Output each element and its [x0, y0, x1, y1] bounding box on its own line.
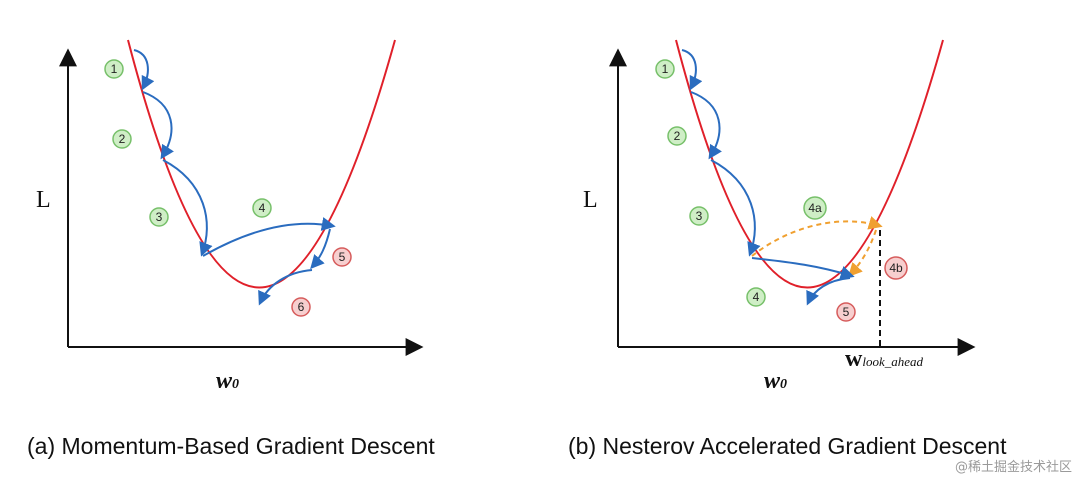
left-step-badge-3: 3 — [149, 207, 169, 227]
left-step-arrow-4 — [202, 217, 336, 257]
right-step-badge-4a: 4a — [803, 196, 827, 220]
left-step-badge-6: 6 — [291, 297, 311, 317]
svg-text:5: 5 — [843, 305, 850, 319]
right-step-arrow-5 — [806, 277, 851, 306]
right-lookahead-arrow-4b — [848, 229, 877, 278]
right-step-badge-4: 4 — [746, 287, 766, 307]
right-step-badge-5: 5 — [836, 302, 856, 322]
left-y-axis-label: L — [36, 187, 51, 213]
right-lookahead-arrow-4a — [751, 216, 883, 257]
svg-text:2: 2 — [674, 129, 681, 143]
left-step-arrow-2 — [142, 91, 174, 160]
svg-text:6: 6 — [298, 300, 305, 314]
right-step-arrow-3 — [710, 159, 761, 257]
svg-text:1: 1 — [662, 62, 669, 76]
svg-text:3: 3 — [156, 210, 163, 224]
svg-text:5: 5 — [339, 250, 346, 264]
left-step-badge-1: 1 — [104, 59, 124, 79]
svg-text:2: 2 — [119, 132, 126, 146]
right-step-arrow-1 — [681, 49, 703, 91]
svg-text:1: 1 — [111, 62, 118, 76]
right-y-axis-label: L — [583, 187, 598, 213]
left-step-arrow-5 — [310, 228, 331, 270]
left-step-arrow-1 — [133, 49, 155, 91]
right-step-badge-2: 2 — [667, 126, 687, 146]
left-step-badge-4: 4 — [252, 198, 272, 218]
left-caption: (a) Momentum-Based Gradient Descent — [27, 433, 435, 459]
left-step-badge-2: 2 — [112, 129, 132, 149]
left-panel: L w0 1 2 3 4 5 — [27, 39, 435, 459]
right-step-badge-4b: 4b — [884, 256, 908, 280]
right-x-axis-label: w0 — [764, 368, 787, 394]
svg-text:4: 4 — [753, 290, 760, 304]
left-step-badge-5: 5 — [332, 247, 352, 267]
right-step-badge-3: 3 — [689, 206, 709, 226]
right-step-arrow-4 — [751, 257, 855, 280]
right-panel: L w0 wlook_ahead 1 2 3 4a — [568, 39, 1007, 459]
right-step-badge-1: 1 — [655, 59, 675, 79]
right-step-arrow-2 — [690, 91, 722, 160]
svg-text:4b: 4b — [889, 261, 903, 275]
svg-text:4a: 4a — [808, 201, 822, 215]
svg-text:3: 3 — [696, 209, 703, 223]
left-x-axis-label: w0 — [216, 368, 239, 394]
watermark: @稀土掘金技术社区 — [955, 459, 1072, 475]
right-lookahead-label: wlook_ahead — [845, 346, 923, 372]
svg-text:4: 4 — [259, 201, 266, 215]
left-step-arrow-6 — [258, 269, 313, 306]
left-step-arrow-3 — [162, 159, 213, 257]
right-caption: (b) Nesterov Accelerated Gradient Descen… — [568, 433, 1007, 459]
